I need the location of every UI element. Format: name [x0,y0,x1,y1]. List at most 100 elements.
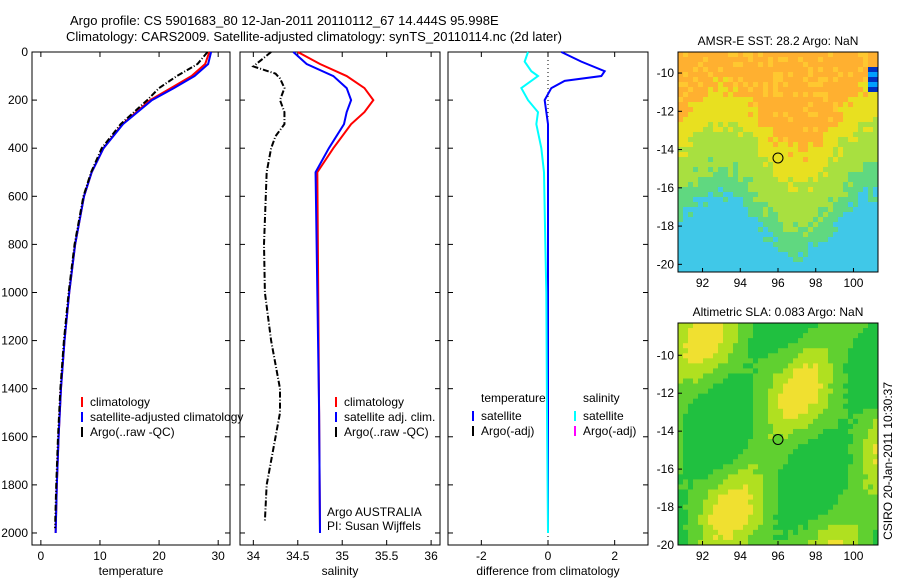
map-cell [773,62,779,68]
map-cell [723,227,729,233]
map-cell [713,117,719,123]
map-cell [818,77,824,83]
map-cell [768,454,774,460]
map-cell [728,107,734,113]
map-cell [748,127,754,133]
map-cell [693,192,699,198]
map-cell [768,333,774,339]
y-tick-label: -20 [657,538,675,552]
map-cell [848,117,854,123]
map-cell [763,92,769,98]
map-cell [708,378,714,385]
map-cell [708,393,714,400]
map-cell [733,267,739,273]
map-cell [708,222,714,228]
map-cell [693,212,699,218]
map-cell [863,267,869,273]
map-cell [833,328,839,334]
map-cell [738,428,744,435]
map-cell [728,464,734,470]
map-cell [783,207,789,213]
map-cell [773,408,779,415]
map-cell [693,187,699,193]
map-cell [778,469,784,475]
map-cell [683,358,689,364]
map-cell [763,428,769,435]
map-cell [813,479,819,485]
map-cell [863,539,869,546]
map-cell [788,102,794,108]
map-cell [858,509,864,516]
map-cell [848,378,854,385]
map-cell [728,202,734,208]
axes-box-0 [31,51,231,546]
map-cell [863,484,869,490]
map-cell [773,102,779,108]
map-cell [843,187,849,193]
map-cell [873,519,879,526]
map-cell [823,142,829,148]
map-cell [863,439,869,445]
map-cell [743,459,749,465]
map-cell [803,363,809,369]
map-cell [873,464,879,470]
legend-label: Argo(..raw -QC) [344,425,429,439]
map-cell [753,494,759,501]
map-cell [828,519,834,526]
map-cell [843,267,849,273]
map-cell [818,494,824,501]
map-cell [753,192,759,198]
map-cell [678,172,684,178]
map-cell [773,454,779,460]
map-cell [683,393,689,400]
map-cell [843,418,849,425]
map-cell [873,358,879,364]
map-cell [833,72,839,78]
map-cell [793,489,799,496]
map-cell [848,519,854,526]
map-cell [738,343,744,349]
map-cell [718,257,724,263]
map-cell [868,378,874,385]
map-cell [793,202,799,208]
map-cell [773,137,779,143]
map-cell [848,509,854,516]
map-cell [703,459,709,465]
map-cell [848,167,854,173]
map-cell [828,142,834,148]
map-cell [758,162,764,168]
map-cell [828,504,834,511]
map-cell [703,97,709,103]
map-cell [808,323,814,329]
map-cell [863,197,869,203]
map-cell [838,434,844,440]
map-cell [788,262,794,268]
map-cell [763,52,769,58]
map-cell [748,428,754,435]
map-cell [803,378,809,385]
map-cell [833,52,839,58]
map-cell [773,222,779,228]
map-cell [843,489,849,496]
map-cell [818,167,824,173]
map-cell [758,207,764,213]
map-cell [763,333,769,339]
map-cell [843,72,849,78]
map-cell [743,247,749,253]
map-cell [738,237,744,243]
map-cell [843,147,849,153]
map-cell [743,107,749,113]
map-cell [873,57,879,63]
map-cell [828,127,834,133]
map-cell [768,157,774,163]
map-cell [768,368,774,374]
map-cell [723,479,729,485]
map-cell [758,459,764,465]
map-cell [708,423,714,430]
map-cell [783,192,789,198]
map-cell [748,72,754,78]
map-cell [798,232,804,238]
map-cell [853,348,859,354]
map-cell [703,62,709,68]
map-cell [788,162,794,168]
